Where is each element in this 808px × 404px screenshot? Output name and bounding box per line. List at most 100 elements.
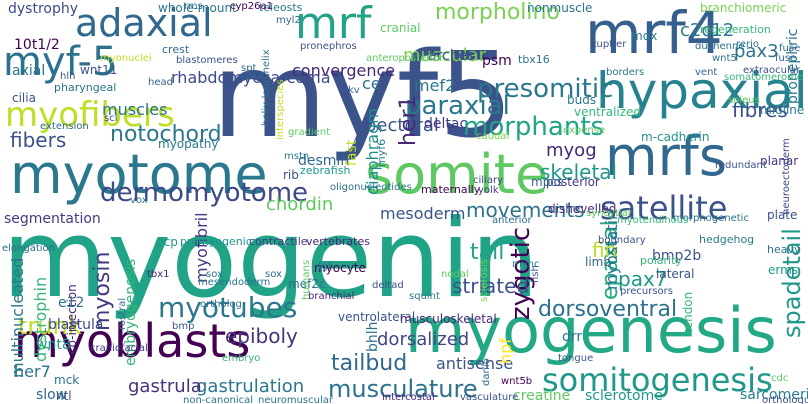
word-musculoskeletal: musculoskeletal	[400, 312, 497, 326]
word-duchenne: duchenne	[695, 41, 745, 52]
word-interspecies: interspecies	[275, 79, 286, 140]
word-myogenin: myogenin	[2, 197, 540, 322]
word-rms: rms	[184, 1, 203, 12]
word-multinucleated: multinucleated	[8, 257, 27, 378]
word-soleus: soleus	[728, 95, 760, 106]
word-myf6: myf6	[375, 138, 388, 167]
word-branchiomeric: branchiomeric	[700, 1, 787, 15]
word-fuse: fuse	[775, 53, 797, 64]
word-gastrula: gastrula	[128, 376, 202, 397]
word-rerio: rerio	[736, 39, 760, 50]
word-limb: limb	[585, 255, 611, 269]
word-vox: vox	[130, 195, 148, 206]
word-myf5: myf5	[212, 26, 514, 164]
word-kv: kv	[348, 85, 360, 96]
word-expense: expense	[563, 125, 606, 136]
word-posterior: posterior	[546, 175, 600, 189]
word-extraocular: extraocular	[743, 65, 801, 76]
word-cdc: cdc	[771, 373, 789, 384]
word-tailbud: tailbud	[331, 351, 408, 376]
word-deltad: deltad	[372, 280, 404, 291]
word-teleosts: teleosts	[259, 1, 303, 14]
word-convergence: convergence	[292, 61, 396, 80]
word-myf-5: myf-5	[3, 39, 118, 85]
word-myoblasts: myoblasts	[14, 314, 251, 368]
word-neuroectoderm: neuroectoderm	[781, 138, 792, 215]
word-hpf: hpf	[496, 338, 515, 364]
word-pronephros: pronephros	[300, 41, 357, 52]
word-somite: somite	[365, 143, 549, 206]
word-nonmuscle: nonmuscle	[527, 1, 593, 15]
word-yolk: yolk	[478, 185, 499, 196]
word-mesendoderm: mesendoderm	[198, 277, 271, 288]
word-non-canonical: non-canonical	[183, 395, 254, 404]
word-myhc: myhc	[512, 259, 540, 270]
word-cdx4: cdx4	[240, 71, 265, 82]
word-tbx16: tbx16	[518, 53, 550, 66]
word-bhlh: bhlh	[365, 321, 381, 352]
word-vent: vent	[695, 67, 718, 78]
word-desmin: desmin	[298, 153, 350, 169]
word-pharyngeal: pharyngeal	[54, 81, 117, 94]
word-10t1/2: 10t1/2	[14, 37, 60, 53]
word-erms: erms	[768, 263, 799, 277]
word-crest: crest	[162, 43, 190, 56]
word-mstn: mstn	[284, 151, 310, 162]
word-vasculature: vasculature	[460, 392, 519, 403]
word-branchial: branchial	[308, 291, 355, 302]
word-borders: borders	[606, 67, 645, 78]
word-gradient: gradient	[288, 127, 331, 138]
word-orthologue: orthologue	[762, 395, 808, 404]
word-dermomyotome: dermomyotome	[100, 178, 309, 208]
word-hedgehog: hedgehog	[699, 233, 755, 246]
word-bmp: bmp	[172, 321, 195, 332]
word-cyp26a1: cyp26a1	[230, 1, 273, 12]
word-regeneration: regeneration	[700, 23, 771, 36]
word-rhabdomyosarcoma: rhabdomyosarcoma	[171, 68, 331, 87]
word-syncytial: syncytial	[586, 208, 631, 219]
word-muscular: muscular	[403, 45, 487, 66]
word-myogenesis: myogenesis	[405, 294, 777, 367]
word-movements: movements	[466, 198, 585, 222]
word-midline: midline	[760, 103, 805, 117]
word-presomitic: presomitic	[477, 74, 614, 104]
word-lateral: lateral	[656, 267, 695, 281]
word-segmentation: segmentation	[4, 211, 101, 227]
word-fin: fin	[592, 238, 618, 262]
word-mdx: mdx	[631, 29, 658, 43]
word-myofibers: myofibers	[5, 95, 175, 135]
word-mck: mck	[54, 373, 80, 387]
word-her1: her1	[396, 95, 421, 146]
word-wnt8: wnt8	[36, 337, 71, 353]
word-myotendinous: myotendinous	[617, 215, 689, 226]
word-mef2: mef2	[414, 76, 456, 95]
word-wnt11: wnt11	[80, 63, 118, 77]
word-mesoderm: mesoderm	[380, 204, 466, 223]
word-maternally: maternally	[421, 183, 481, 196]
word-precursors: precursors	[620, 286, 673, 297]
word-dorsoventral: dorsoventral	[538, 297, 678, 322]
word-epiboly: epiboly	[225, 324, 298, 348]
word-ventrolateral: ventrolateral	[338, 310, 416, 324]
word-whole-mount: whole-mount	[158, 1, 237, 15]
word-arches: arches	[428, 48, 475, 64]
word-chordin: chordin	[266, 194, 334, 215]
word-blastula: blastula	[48, 317, 104, 333]
word-wnt5b: wnt5b	[501, 376, 533, 387]
word-her7: her7	[14, 362, 51, 381]
word-dishevelled: dishevelled	[548, 202, 617, 216]
word-neuromuscular: neuromuscular	[258, 395, 333, 404]
word-morphogenetic: morphogenetic	[673, 213, 749, 224]
word-cilia: cilia	[12, 91, 36, 105]
word-sclerotome: sclerotome	[585, 388, 663, 404]
word-danio: danio	[481, 358, 492, 386]
word-pectoral: pectoral	[365, 115, 439, 136]
word-heavy: heavy	[767, 243, 801, 256]
word-plate: plate	[767, 208, 798, 222]
word-skeletal: skeletal	[540, 160, 618, 184]
word-e12: e12	[58, 295, 85, 311]
word-mef2c: mef2c	[288, 277, 326, 291]
word-promyogenic: promyogenic	[180, 235, 252, 248]
word-satellite: satellite	[600, 189, 728, 227]
word-helix-loop-helix: helix-loop-helix	[261, 49, 272, 126]
